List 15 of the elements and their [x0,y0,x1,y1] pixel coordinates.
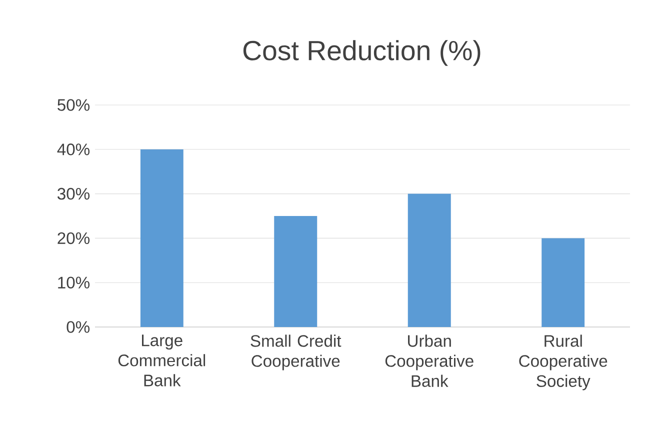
y-tick-label: 30% [58,188,90,200]
y-tick-label: 0% [66,321,90,333]
bar [140,149,184,327]
x-tick-label: Large Commercial Bank [118,334,206,386]
bar [408,194,451,327]
y-tick-label: 10% [58,276,90,288]
y-tick-label: 40% [57,144,90,156]
x-tick-label: Rural Cooperative Society [519,334,608,390]
bar [542,238,585,327]
y-tick-label: 20% [58,232,90,244]
x-tick-label: Small Credit Cooperative [250,334,342,370]
y-tick-label: 50% [58,99,90,111]
chart-title: Cost Reduction (%) [243,40,480,66]
bar [274,216,318,327]
x-tick-label: Urban Cooperative Bank [385,334,474,387]
